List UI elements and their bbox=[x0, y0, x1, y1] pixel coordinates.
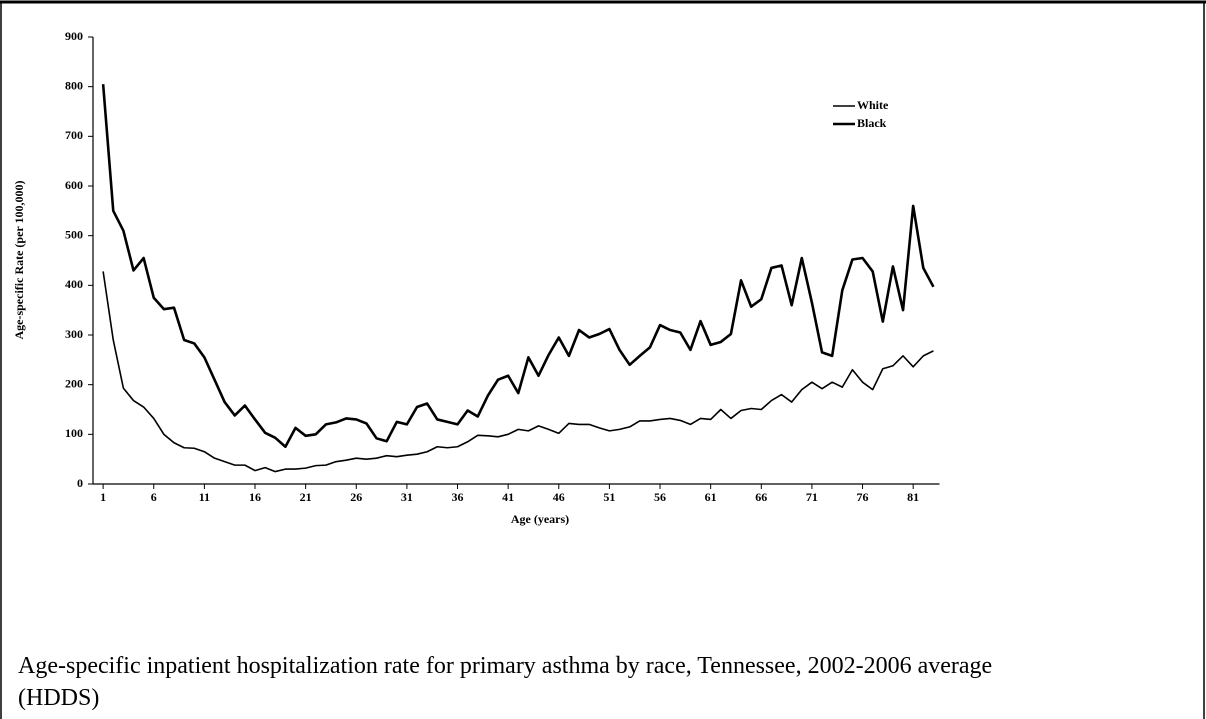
y-tick-label: 800 bbox=[65, 78, 83, 92]
x-tick-label: 21 bbox=[300, 490, 312, 504]
x-tick-label: 46 bbox=[553, 490, 565, 504]
x-tick-label: 31 bbox=[401, 490, 413, 504]
y-tick-label: 700 bbox=[65, 128, 83, 142]
x-tick-label: 6 bbox=[151, 490, 157, 504]
y-tick-label: 500 bbox=[65, 227, 83, 241]
y-tick-label: 600 bbox=[65, 178, 83, 192]
y-tick-label: 200 bbox=[65, 376, 83, 390]
x-tick-label: 11 bbox=[199, 490, 210, 504]
y-axis-label: Age-specific Rate (per 100,000) bbox=[12, 180, 26, 339]
y-tick-label: 100 bbox=[65, 426, 83, 440]
legend-label: White bbox=[857, 98, 889, 112]
x-tick-label: 66 bbox=[755, 490, 767, 504]
x-axis-label: Age (years) bbox=[511, 512, 569, 526]
series-line bbox=[101, 84, 935, 449]
x-tick-label: 1 bbox=[100, 490, 106, 504]
x-tick-label: 26 bbox=[350, 490, 362, 504]
y-tick-label: 400 bbox=[65, 277, 83, 291]
x-tick-label: 71 bbox=[806, 490, 818, 504]
y-tick-label: 0 bbox=[77, 476, 83, 490]
x-tick-label: 56 bbox=[654, 490, 666, 504]
caption: Age-specific inpatient hospitalization r… bbox=[18, 653, 993, 711]
x-tick-label: 41 bbox=[502, 490, 514, 504]
x-tick-label: 36 bbox=[452, 490, 464, 504]
legend-label: Black bbox=[857, 116, 887, 130]
x-tick-label: 81 bbox=[907, 490, 919, 504]
x-tick-label: 61 bbox=[705, 490, 717, 504]
x-tick-label: 76 bbox=[857, 490, 869, 504]
series-line bbox=[102, 271, 934, 473]
y-tick-label: 300 bbox=[65, 327, 83, 341]
x-tick-label: 51 bbox=[603, 490, 615, 504]
y-tick-label: 900 bbox=[65, 29, 83, 43]
x-tick-label: 16 bbox=[249, 490, 261, 504]
